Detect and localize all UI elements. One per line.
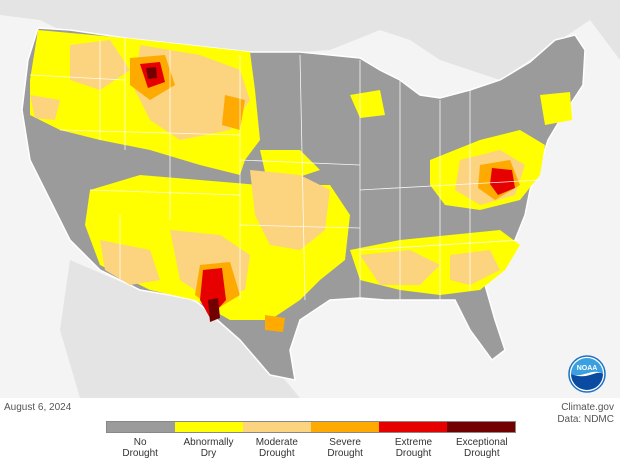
legend-swatch-moderate <box>243 422 311 432</box>
legend-label-no-drought: No Drought <box>106 437 174 459</box>
legend-label-line: Drought <box>464 448 500 459</box>
legend-labels: No Drought Abnormally Dry Moderate Droug… <box>106 437 516 459</box>
legend-swatch-extreme <box>379 422 447 432</box>
legend-swatch-abnormally-dry <box>175 422 243 432</box>
legend-label-line: Severe <box>329 437 361 448</box>
legend-label-line: Extreme <box>394 437 433 448</box>
legend-label-abnormally-dry: Abnormally Dry <box>174 437 242 459</box>
noaa-logo-text: NOAA <box>577 365 598 372</box>
legend-label-line: Abnormally <box>183 437 234 448</box>
legend-label-line: Drought <box>327 448 363 459</box>
legend-swatch-severe <box>311 422 379 432</box>
mexico-landmass <box>60 260 300 398</box>
legend-label-moderate: Moderate Drought <box>243 437 311 459</box>
source-site: Climate.gov <box>561 402 614 413</box>
exceptional-drought-areas <box>146 67 220 322</box>
legend-swatch-no-drought <box>107 422 175 432</box>
noaa-logo: NOAA <box>568 355 606 393</box>
legend-label-line: Exceptional <box>455 437 508 448</box>
legend-color-bar <box>106 421 516 433</box>
legend-label-line: Dry <box>200 448 217 459</box>
source-credit: Climate.gov Data: NDMC <box>557 402 614 426</box>
extreme-drought-areas <box>140 62 515 318</box>
legend-label-line: No <box>133 437 147 448</box>
legend-label-severe: Severe Drought <box>311 437 379 459</box>
drought-map <box>0 0 620 398</box>
legend-label-exceptional: Exceptional Drought <box>448 437 516 459</box>
legend-label-line: Drought <box>259 448 295 459</box>
canada-landmass <box>0 0 620 80</box>
legend-swatch-exceptional <box>447 422 515 432</box>
state-borders <box>29 38 541 301</box>
map-date: August 6, 2024 <box>4 402 72 413</box>
legend-label-line: Moderate <box>255 437 298 448</box>
legend-label-line: Drought <box>395 448 432 459</box>
source-data: Data: NDMC <box>557 414 614 425</box>
legend-label-line: Drought <box>122 448 158 459</box>
legend-label-extreme: Extreme Drought <box>379 437 447 459</box>
